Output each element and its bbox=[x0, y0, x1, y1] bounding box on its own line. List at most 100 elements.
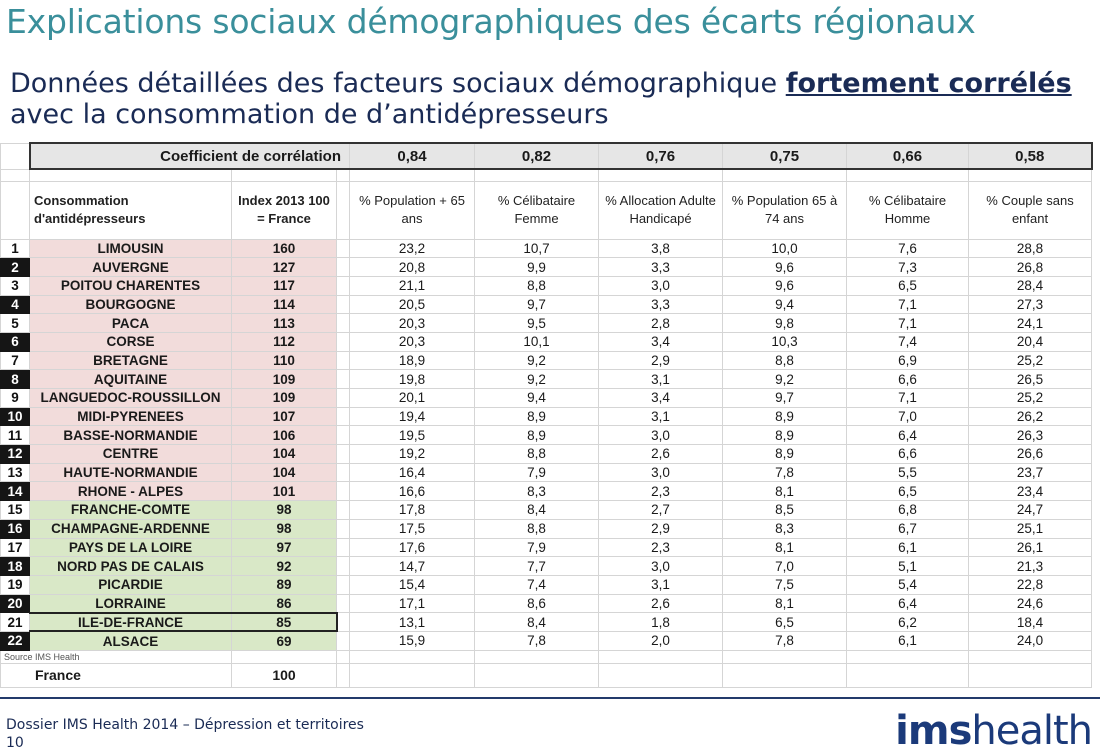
value-cell: 9,8 bbox=[722, 313, 848, 333]
value-cell: 26,8 bbox=[968, 257, 1093, 277]
rank-cell: 3 bbox=[0, 275, 30, 296]
index-cell: 106 bbox=[231, 425, 337, 446]
table-row: 10 MIDI-PYRENEES 107 19,4 8,9 3,1 8,9 7,0 26,2 bbox=[0, 406, 1093, 427]
value-cell: 3,4 bbox=[598, 331, 724, 352]
value-cell: 27,3 bbox=[968, 294, 1093, 315]
rank-cell: 10 bbox=[0, 406, 30, 427]
value-cell: 7,8 bbox=[722, 462, 848, 483]
index-cell: 109 bbox=[231, 369, 337, 389]
region-cell: AUVERGNE bbox=[29, 257, 232, 277]
value-cell: 17,1 bbox=[349, 593, 476, 614]
value-cell: 9,7 bbox=[474, 294, 600, 315]
value-cell: 18,9 bbox=[349, 350, 476, 371]
value-cell: 6,6 bbox=[846, 369, 970, 389]
index-cell: 86 bbox=[231, 593, 337, 614]
value-cell: 2,3 bbox=[598, 481, 724, 502]
value-cell: 7,1 bbox=[846, 294, 970, 315]
header-col: % Population 65 à 74 ans bbox=[722, 180, 848, 240]
region-cell: PACA bbox=[29, 313, 232, 333]
index-cell: 98 bbox=[231, 518, 337, 539]
value-cell: 3,4 bbox=[598, 388, 724, 408]
index-cell: 109 bbox=[231, 388, 337, 408]
rank-cell: 12 bbox=[0, 444, 30, 464]
table-row: 13 HAUTE-NORMANDIE 104 16,4 7,9 3,0 7,8 5,5 23,7 bbox=[0, 462, 1093, 483]
rank-cell: 6 bbox=[0, 331, 30, 352]
france-label: France bbox=[0, 662, 232, 688]
value-cell: 3,0 bbox=[598, 425, 724, 446]
value-cell: 7,7 bbox=[474, 556, 600, 576]
value-cell: 25,2 bbox=[968, 388, 1093, 408]
table-row: 3 POITOU CHARENTES 117 21,1 8,8 3,0 9,6 6,5 28,4 bbox=[0, 275, 1093, 296]
value-cell: 1,8 bbox=[598, 612, 724, 632]
index-cell: 112 bbox=[231, 331, 337, 352]
value-cell: 20,5 bbox=[349, 294, 476, 315]
rank-cell: 14 bbox=[0, 481, 30, 502]
table-row: 2 AUVERGNE 127 20,8 9,9 3,3 9,6 7,3 26,8 bbox=[0, 257, 1093, 277]
coefficient-label: Coefficient de corrélation bbox=[28, 142, 351, 170]
value-cell: 9,6 bbox=[722, 275, 848, 296]
region-cell: LIMOUSIN bbox=[29, 238, 232, 259]
header-consumption: Consommation d'antidépresseurs bbox=[29, 180, 232, 240]
value-cell: 8,3 bbox=[474, 481, 600, 502]
value-cell: 9,7 bbox=[722, 388, 848, 408]
value-cell: 7,8 bbox=[722, 630, 848, 651]
subtitle-line-1: Données détaillées des facteurs sociaux … bbox=[10, 68, 1072, 99]
coefficient-value: 0,82 bbox=[474, 142, 600, 170]
value-cell: 26,6 bbox=[968, 444, 1093, 464]
value-cell: 8,9 bbox=[722, 425, 848, 446]
region-cell: ILE-DE-FRANCE bbox=[29, 611, 232, 633]
footer-title: Dossier IMS Health 2014 – Dépression et … bbox=[6, 717, 364, 733]
table-row: 6 CORSE 112 20,3 10,1 3,4 10,3 7,4 20,4 bbox=[0, 331, 1093, 352]
value-cell: 15,9 bbox=[349, 630, 476, 651]
value-cell: 2,0 bbox=[598, 630, 724, 651]
subtitle-emphasis: fortement corrélés bbox=[785, 68, 1072, 99]
value-cell: 6,4 bbox=[846, 593, 970, 614]
value-cell: 9,4 bbox=[722, 294, 848, 315]
value-cell: 3,0 bbox=[598, 556, 724, 576]
value-cell: 7,1 bbox=[846, 313, 970, 333]
value-cell: 10,1 bbox=[474, 331, 600, 352]
value-cell: 9,9 bbox=[474, 257, 600, 277]
value-cell: 8,5 bbox=[722, 500, 848, 520]
value-cell: 21,3 bbox=[968, 556, 1093, 576]
value-cell: 8,9 bbox=[722, 406, 848, 427]
value-cell: 5,5 bbox=[846, 462, 970, 483]
rank-cell: 7 bbox=[0, 350, 30, 371]
value-cell: 3,3 bbox=[598, 257, 724, 277]
value-cell: 23,7 bbox=[968, 462, 1093, 483]
table-row: 20 LORRAINE 86 17,1 8,6 2,6 8,1 6,4 24,6 bbox=[0, 593, 1093, 614]
rank-cell: 5 bbox=[0, 313, 30, 333]
rank-cell: 18 bbox=[0, 556, 30, 576]
value-cell: 8,8 bbox=[722, 350, 848, 371]
value-cell: 3,0 bbox=[598, 275, 724, 296]
value-cell: 5,1 bbox=[846, 556, 970, 576]
value-cell: 9,6 bbox=[722, 257, 848, 277]
table-row: 18 NORD PAS DE CALAIS 92 14,7 7,7 3,0 7,0 5,1 21… bbox=[0, 556, 1093, 576]
region-cell: FRANCHE-COMTE bbox=[29, 500, 232, 520]
header-row: Consommation d'antidépresseurs Index 201… bbox=[0, 180, 1093, 240]
index-cell: 113 bbox=[231, 313, 337, 333]
value-cell: 26,1 bbox=[968, 537, 1093, 558]
table-row: 22 ALSACE 69 15,9 7,8 2,0 7,8 6,1 24,0 bbox=[0, 630, 1093, 651]
rank-cell: 15 bbox=[0, 500, 30, 520]
region-cell: BRETAGNE bbox=[29, 350, 232, 371]
footer-divider bbox=[0, 697, 1100, 699]
value-cell: 26,5 bbox=[968, 369, 1093, 389]
value-cell: 9,5 bbox=[474, 313, 600, 333]
index-cell: 98 bbox=[231, 500, 337, 520]
value-cell: 2,3 bbox=[598, 537, 724, 558]
value-cell: 8,4 bbox=[474, 612, 600, 632]
value-cell: 6,2 bbox=[846, 612, 970, 632]
table-row: 14 RHONE - ALPES 101 16,6 8,3 2,3 8,1 6,5 23,4 bbox=[0, 481, 1093, 502]
spacer-row bbox=[0, 168, 1093, 182]
rank-cell: 19 bbox=[0, 574, 30, 595]
rank-cell: 1 bbox=[0, 238, 30, 259]
value-cell: 22,8 bbox=[968, 574, 1093, 595]
value-cell: 7,9 bbox=[474, 462, 600, 483]
table-row: 1 LIMOUSIN 160 23,2 10,7 3,8 10,0 7,6 28,8 bbox=[0, 238, 1093, 259]
value-cell: 7,4 bbox=[846, 331, 970, 352]
index-cell: 85 bbox=[231, 611, 338, 633]
value-cell: 24,0 bbox=[968, 630, 1093, 651]
correlation-table: Coefficient de corrélation 0,84 0,82 0,7… bbox=[0, 142, 1093, 688]
header-col: % Célibataire Homme bbox=[846, 180, 970, 240]
